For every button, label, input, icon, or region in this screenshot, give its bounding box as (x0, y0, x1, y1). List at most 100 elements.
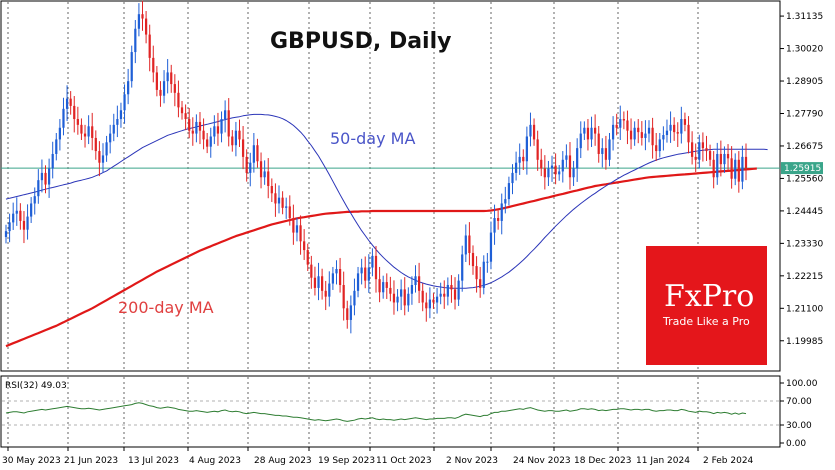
candle-body (407, 293, 410, 306)
candle-body (619, 119, 622, 128)
candle-body (51, 153, 54, 169)
candle-body (683, 119, 687, 125)
candle-body (565, 155, 568, 160)
candle-body (698, 142, 701, 160)
candle-body (540, 159, 543, 169)
candle-body (604, 148, 608, 160)
price-tick-label: 1.24445 (786, 207, 823, 217)
candle-body (518, 156, 521, 163)
candle-body (708, 151, 712, 160)
candle-body (98, 151, 101, 163)
candle-body (414, 276, 417, 286)
candle-body (37, 180, 40, 197)
candle-body (511, 172, 514, 184)
candle-body (400, 289, 403, 297)
last-price-label: 1.25915 (784, 164, 821, 174)
price-tick-label: 1.31135 (786, 12, 823, 22)
rsi-tick-label: 100.00 (786, 379, 818, 389)
price-tick-label: 1.28905 (786, 77, 823, 87)
candle-body (410, 285, 414, 294)
candle-body (723, 153, 726, 165)
candle-body (321, 276, 324, 291)
candle-body (292, 218, 295, 233)
price-axis: 1.31135 1.30020 1.28905 1.27790 1.26675 1.255… (780, 12, 823, 347)
candle-body (256, 145, 259, 162)
candle-body (665, 130, 669, 136)
candle-body (382, 282, 385, 293)
candle-body (206, 139, 209, 147)
candle-body (162, 81, 166, 96)
candle-body (622, 119, 625, 121)
candle-body (216, 126, 220, 134)
candle-body (673, 124, 676, 133)
candle-body (432, 299, 435, 303)
candle-body (547, 168, 550, 178)
candle-body (525, 136, 528, 162)
candle-body (403, 289, 406, 306)
candle-body (313, 277, 317, 288)
ma200-line (5, 167, 757, 348)
candle-body (608, 139, 611, 160)
candle-body (486, 261, 489, 263)
candle-body (611, 124, 615, 140)
rsi-tick-label: 70.00 (786, 397, 812, 407)
candle-body (105, 142, 108, 156)
candle-body (446, 285, 449, 297)
candle-body (637, 127, 640, 133)
candle-body (439, 293, 442, 297)
candle-body (227, 110, 230, 137)
candle-body (471, 252, 475, 267)
candle-body (198, 121, 202, 131)
price-tick-label: 1.27790 (786, 109, 823, 119)
price-tick-label: 1.30020 (786, 45, 823, 55)
candle-body (572, 168, 575, 178)
candle-body (155, 72, 158, 90)
candle-body (65, 98, 69, 109)
candle-body (69, 98, 72, 106)
candle-body (468, 235, 471, 253)
candle-body (633, 127, 636, 140)
candle-body (378, 279, 381, 293)
candle-body (241, 139, 245, 157)
candle-body (346, 308, 349, 320)
candle-body (371, 255, 374, 268)
candle-body (461, 254, 464, 281)
candle-body (209, 136, 212, 147)
price-tick-label: 1.21100 (786, 304, 823, 314)
date-tick-label: 18 Dec 2023 (574, 456, 632, 466)
candle-body (277, 197, 281, 204)
candle-body (19, 210, 22, 221)
candle-body (191, 130, 194, 134)
candle-body (687, 124, 690, 143)
candle-body (30, 203, 33, 217)
candle-body (482, 261, 485, 288)
candle-body (44, 172, 47, 185)
candle-body (263, 171, 266, 178)
candle-body (532, 124, 536, 140)
candle-body (500, 203, 503, 221)
candle-body (303, 241, 306, 251)
candle-body (285, 206, 288, 208)
candle-body (450, 285, 453, 290)
candle-body (389, 287, 392, 294)
candle-body (356, 273, 360, 291)
candle-body (231, 136, 234, 146)
price-tick-label: 1.26675 (786, 142, 823, 152)
candle-body (680, 119, 683, 134)
candle-body (626, 120, 629, 131)
candle-body (489, 232, 493, 262)
candles (4, 0, 748, 334)
candle-body (417, 276, 421, 291)
candle-body (8, 222, 11, 232)
candle-body (238, 130, 241, 140)
candle-body (281, 197, 284, 208)
candle-body (224, 110, 227, 120)
candle-body (493, 218, 496, 233)
candle-body (651, 127, 654, 146)
candle-body (590, 127, 593, 140)
candle-body (101, 155, 105, 163)
candle-body (58, 127, 61, 140)
candle-body (119, 110, 123, 120)
candle-body (737, 159, 740, 182)
candle-body (655, 145, 658, 152)
